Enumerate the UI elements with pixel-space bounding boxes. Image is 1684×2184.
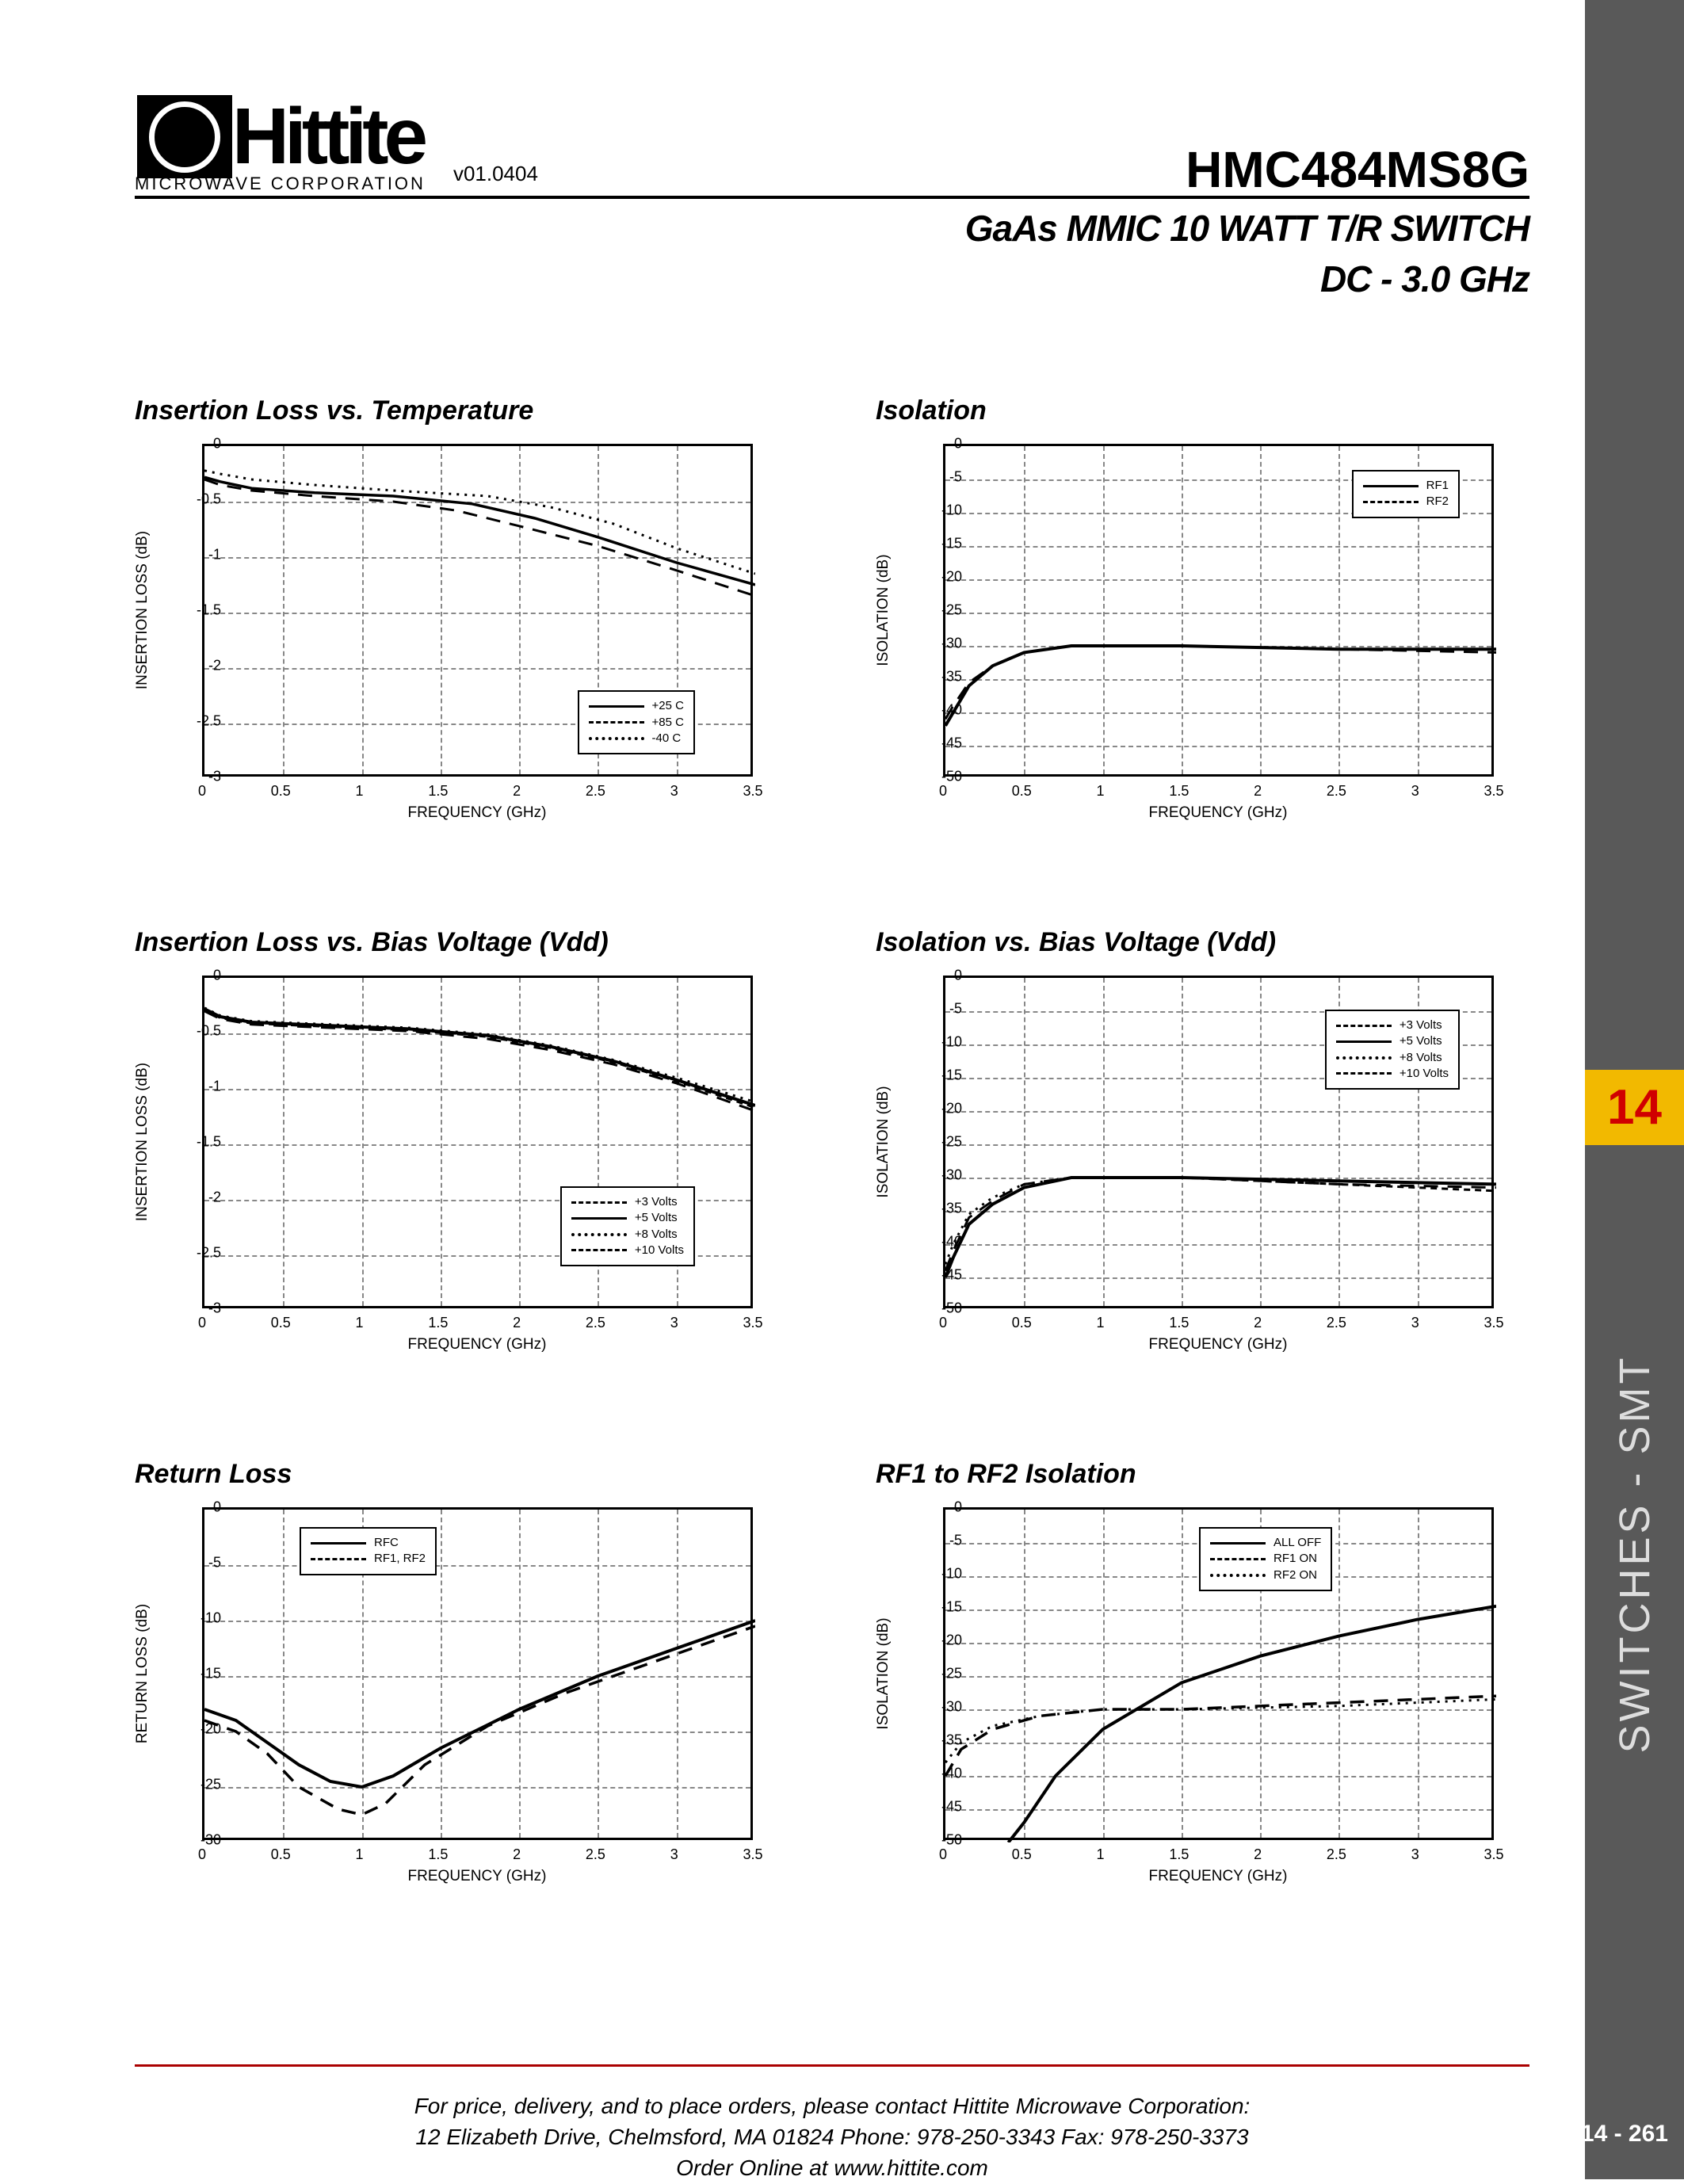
chart-legend: +3 Volts+5 Volts+8 Volts+10 Volts <box>560 1186 695 1266</box>
section-category: SWITCHES - SMT <box>1610 1355 1659 1754</box>
y-axis-label: INSERTION LOSS (dB) <box>134 1063 151 1221</box>
subtitle-line2: DC - 3.0 GHz <box>135 258 1529 300</box>
chart-title: Isolation <box>876 395 1518 426</box>
chart-title: RF1 to RF2 Isolation <box>876 1459 1518 1490</box>
x-axis-label: FREQUENCY (GHz) <box>1149 1868 1288 1885</box>
y-axis-label: ISOLATION (dB) <box>875 554 892 666</box>
y-axis-label: ISOLATION (dB) <box>875 1086 892 1197</box>
company-name: Hittite <box>232 103 423 170</box>
chart-c4: Isolation vs. Bias Voltage (Vdd) +3 Volts… <box>876 927 1518 1352</box>
charts-grid: Insertion Loss vs. Temperature +25 C+85 C… <box>135 395 1529 1884</box>
chart-legend: RF1RF2 <box>1352 470 1460 518</box>
chart-legend: ALL OFFRF1 ONRF2 ON <box>1199 1527 1332 1591</box>
y-axis-label: RETURN LOSS (dB) <box>134 1604 151 1743</box>
chart-c5: Return LossRFCRF1, RF20-5-10-15-20-25-30… <box>135 1459 777 1884</box>
header: Hittite MICROWAVE CORPORATION v01.0404 H… <box>135 95 1529 199</box>
footer: For price, delivery, and to place orders… <box>135 2064 1529 2184</box>
chart-c2: IsolationRF1RF20-5-10-15-20-25-30-35-40-… <box>876 395 1518 820</box>
chart-legend: RFCRF1, RF2 <box>300 1527 437 1575</box>
part-number: HMC484MS8G <box>1186 140 1529 199</box>
x-axis-label: FREQUENCY (GHz) <box>1149 804 1288 822</box>
chart-title: Insertion Loss vs. Bias Voltage (Vdd) <box>135 927 777 958</box>
logo-mark <box>137 95 232 178</box>
y-axis-label: ISOLATION (dB) <box>875 1617 892 1729</box>
subtitle-line1: GaAs MMIC 10 WATT T/R SWITCH <box>135 207 1529 250</box>
section-tab: 14 <box>1585 1070 1684 1145</box>
doc-version: v01.0404 <box>453 162 538 186</box>
x-axis-label: FREQUENCY (GHz) <box>408 804 547 822</box>
chart-legend: +25 C+85 C-40 C <box>578 690 695 754</box>
footer-l2: 12 Elizabeth Drive, Chelmsford, MA 01824… <box>135 2121 1529 2152</box>
x-axis-label: FREQUENCY (GHz) <box>408 1336 547 1354</box>
page-number: 14 - 261 <box>1581 2121 1668 2148</box>
chart-legend: +3 Volts+5 Volts+8 Volts+10 Volts <box>1325 1010 1460 1090</box>
company-logo: Hittite MICROWAVE CORPORATION <box>135 95 426 194</box>
x-axis-label: FREQUENCY (GHz) <box>408 1868 547 1885</box>
y-axis-label: INSERTION LOSS (dB) <box>134 531 151 689</box>
chart-c6: RF1 to RF2 IsolationALL OFFRF1 ONRF2 ON0… <box>876 1459 1518 1884</box>
chart-c3: Insertion Loss vs. Bias Voltage (Vdd) +3 … <box>135 927 777 1352</box>
x-axis-label: FREQUENCY (GHz) <box>1149 1336 1288 1354</box>
chart-title: Isolation vs. Bias Voltage (Vdd) <box>876 927 1518 958</box>
chart-c1: Insertion Loss vs. Temperature +25 C+85 C… <box>135 395 777 820</box>
chart-title: Insertion Loss vs. Temperature <box>135 395 777 426</box>
chart-title: Return Loss <box>135 1459 777 1490</box>
footer-l1: For price, delivery, and to place orders… <box>135 2090 1529 2121</box>
